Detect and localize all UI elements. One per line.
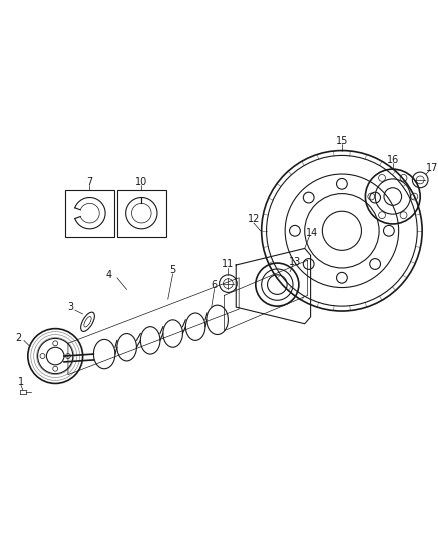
Text: 5: 5 [170, 265, 176, 275]
Text: 2: 2 [15, 334, 21, 343]
Text: 3: 3 [67, 302, 73, 312]
Text: 1: 1 [18, 377, 24, 387]
Text: 14: 14 [307, 228, 319, 238]
Text: 12: 12 [247, 214, 260, 224]
Text: 15: 15 [336, 136, 348, 146]
Text: 6: 6 [212, 280, 218, 289]
Text: 13: 13 [289, 257, 301, 267]
Text: 10: 10 [135, 177, 148, 187]
Text: 11: 11 [222, 259, 234, 269]
Text: 7: 7 [86, 177, 92, 187]
Text: 16: 16 [387, 155, 399, 165]
Text: 17: 17 [426, 163, 438, 173]
Text: 4: 4 [106, 270, 112, 280]
